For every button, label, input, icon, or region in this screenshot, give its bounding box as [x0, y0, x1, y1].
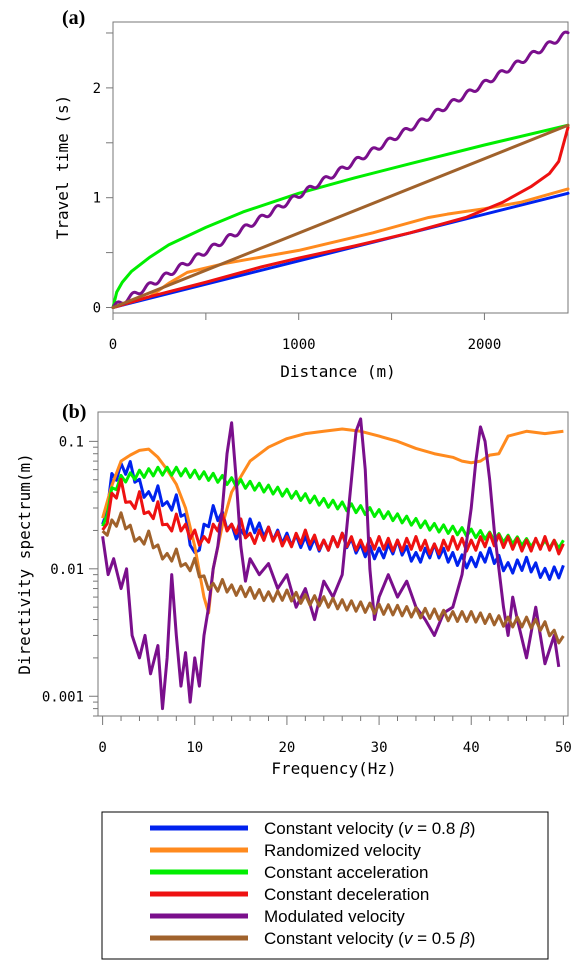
panel-a-series-line	[111, 123, 570, 310]
legend-entry-label: Constant acceleration	[264, 863, 428, 882]
panel-a-xtick-label: 0	[109, 337, 117, 353]
panel-b-frame	[97, 411, 569, 717]
panel-b-series	[101, 417, 565, 711]
legend-items: Constant velocity (v = 0.8 β) Randomized …	[150, 819, 475, 948]
panel-b-ylabel: Directivity spectrum(m)	[15, 453, 34, 675]
panel-b-xtick-label: 40	[463, 740, 480, 756]
panel-b-ytick-label: 0.1	[59, 434, 84, 450]
panel-a-xtick-label: 1000	[282, 337, 316, 353]
panel-b-xtick-label: 10	[186, 740, 203, 756]
legend-entry-label: Randomized velocity	[264, 841, 421, 860]
panel-b-label: (b)	[62, 401, 86, 423]
panel-a-ylabel: Travel time (s)	[53, 95, 72, 240]
legend-entry-label: Constant velocity (v = 0.8 β)	[264, 819, 475, 838]
panel-b-xtick-label: 0	[98, 740, 106, 756]
panel-a-ticks: 0 1000 2000 0 1 2	[93, 32, 502, 353]
panel-b-xlabel: Frequency(Hz)	[271, 759, 396, 778]
panel-b-series-line	[101, 465, 565, 550]
panel-a-frame	[112, 21, 569, 314]
panel-a-ytick-label: 1	[93, 191, 101, 207]
panel-a-xlabel: Distance (m)	[280, 362, 396, 381]
panel-b-series-line	[101, 511, 565, 645]
legend-entry-label: Constant velocity (v = 0.5 β)	[264, 929, 475, 948]
panel-a-series-line	[111, 123, 570, 310]
panel-a-xtick-label: 2000	[468, 337, 502, 353]
panel-b-series-line	[101, 427, 564, 615]
panel-b-ytick-label: 0.001	[42, 689, 84, 705]
panel-b-series-line	[101, 477, 565, 556]
panel-a-label: (a)	[62, 7, 85, 29]
panel-a-ytick-label: 0	[93, 301, 101, 317]
panel-b-series-line	[101, 417, 561, 711]
legend-entry-label: Modulated velocity	[264, 907, 405, 926]
panel-a-series-line	[111, 125, 570, 310]
panel-b-xtick-label: 50	[555, 740, 572, 756]
panel-b-ticks: 0 10 20 30 40 50 0.001 0.01 0.1	[42, 434, 572, 756]
panel-b-ytick-label: 0.01	[50, 562, 84, 578]
panel-a-ytick-label: 2	[93, 81, 101, 97]
panel-b-xtick-label: 20	[278, 740, 295, 756]
legend: Constant velocity (v = 0.8 β) Randomized …	[101, 811, 549, 960]
panel-a-series	[111, 30, 570, 310]
panel-b: (b) 0 10 20 30 40 50 0.001 0.01 0.1 Frequency(Hz…	[15, 401, 572, 778]
legend-box	[101, 811, 549, 960]
panel-b-xtick-label: 30	[371, 740, 388, 756]
legend-entry-label: Constant deceleration	[264, 885, 429, 904]
panel-a: (a) 0 1000 2000 0 1 2 Distance (m) Travel tim…	[53, 7, 570, 381]
panel-a-series-line	[111, 30, 570, 310]
